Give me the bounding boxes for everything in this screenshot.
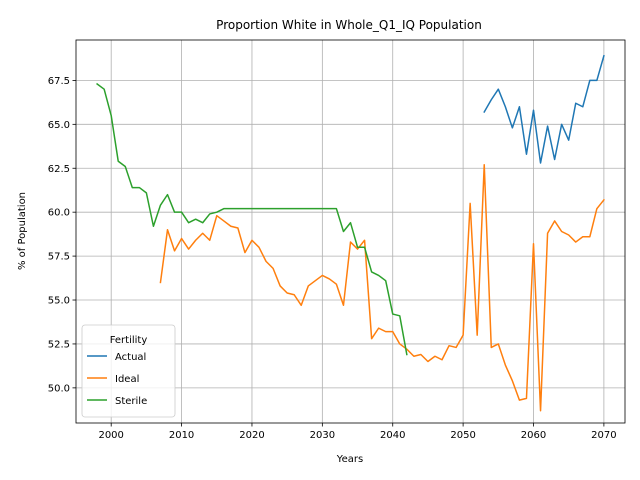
series-lines <box>96 54 605 412</box>
x-tick-label: 2010 <box>169 430 194 441</box>
legend-label-ideal: Ideal <box>115 374 139 385</box>
x-tick-label: 2030 <box>310 430 335 441</box>
plot-frame <box>75 39 626 424</box>
legend-box <box>81 324 176 418</box>
x-tick-label: 2000 <box>98 430 123 441</box>
x-tick-label: 2070 <box>591 430 616 441</box>
series-line-ideal <box>159 163 605 412</box>
x-tick-label: 2020 <box>239 430 264 441</box>
x-axis-label: Years <box>336 454 363 465</box>
legend-label-sterile: Sterile <box>115 396 147 407</box>
x-tick-label: 2050 <box>450 430 475 441</box>
y-tick-label: 55.0 <box>48 296 70 307</box>
y-tick-label: 50.0 <box>48 383 70 394</box>
y-tick-label: 52.5 <box>48 339 70 350</box>
legend: Fertility Actual Ideal Sterile <box>81 324 176 418</box>
y-tick-label: 65.0 <box>48 120 70 131</box>
y-tick-label: 62.5 <box>48 164 70 175</box>
y-tick-label: 57.5 <box>48 252 70 263</box>
series-line-sterile <box>96 82 408 356</box>
chart-title: Proportion White in Whole_Q1_IQ Populati… <box>216 18 482 32</box>
y-axis-label: % of Population <box>17 192 28 270</box>
legend-label-actual: Actual <box>115 352 146 363</box>
y-tick-label: 67.5 <box>48 76 70 87</box>
y-axis-ticks: 50.0 52.5 55.0 57.5 60.0 62.5 65.0 67.5 <box>48 76 76 394</box>
legend-entries: Actual Ideal Sterile <box>87 352 147 407</box>
y-tick-label: 60.0 <box>48 208 70 219</box>
x-tick-label: 2040 <box>380 430 405 441</box>
series-line-actual <box>483 54 605 164</box>
legend-title: Fertility <box>110 335 148 346</box>
x-tick-label: 2060 <box>521 430 546 441</box>
x-axis-ticks: 2000 2010 2020 2030 2040 2050 2060 2070 <box>98 423 617 441</box>
